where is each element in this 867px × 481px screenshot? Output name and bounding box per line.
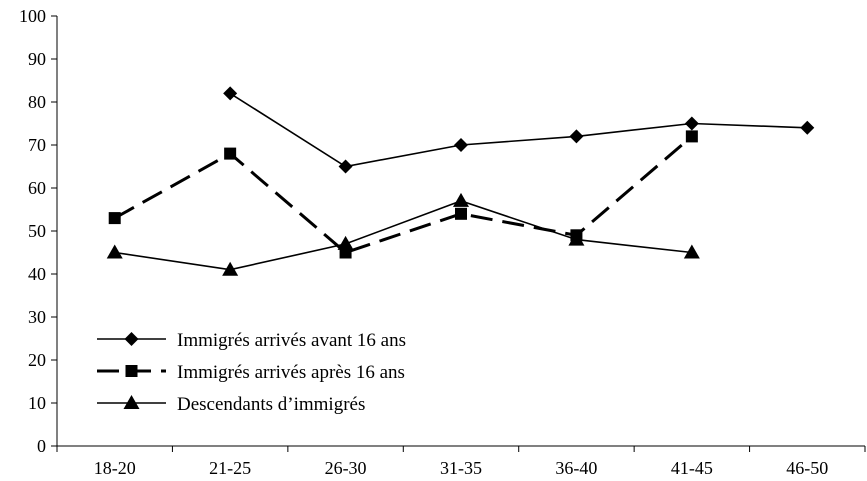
- legend-item-3: Descendants d’immigrés: [97, 394, 365, 415]
- data-point-square: [685, 130, 698, 143]
- y-tick-label: 0: [37, 436, 46, 456]
- x-tick-label: 26-30: [325, 458, 367, 478]
- y-tick-label: 90: [28, 49, 46, 69]
- data-point-triangle: [222, 261, 239, 276]
- y-tick-label: 60: [28, 178, 46, 198]
- series-lines: [106, 86, 815, 276]
- y-tick-label: 80: [28, 92, 46, 112]
- data-point-diamond: [223, 86, 238, 101]
- legend-marker-diamond: [124, 332, 139, 346]
- y-tick-label: 20: [28, 350, 46, 370]
- legend: Immigrés arrivés avant 16 ans Immigrés ar…: [97, 330, 406, 415]
- series-line: [229, 92, 808, 168]
- data-point-diamond: [569, 129, 584, 144]
- series-3: [106, 192, 700, 276]
- data-point-diamond: [800, 120, 815, 135]
- y-tick-label: 100: [19, 6, 46, 26]
- legend-item-2: Immigrés arrivés après 16 ans: [97, 362, 405, 383]
- legend-label: Descendants d’immigrés: [177, 394, 365, 415]
- x-tick-label: 18-20: [94, 458, 136, 478]
- y-tick-label: 50: [28, 221, 46, 241]
- data-point-triangle: [106, 244, 123, 259]
- data-point-square: [108, 212, 121, 225]
- legend-marker-triangle: [123, 395, 140, 409]
- series-line: [114, 200, 692, 271]
- x-tick-label: 21-25: [209, 458, 251, 478]
- y-tick-label: 30: [28, 307, 46, 327]
- data-point-diamond: [684, 116, 699, 131]
- legend-marker-square: [125, 365, 138, 377]
- data-point-triangle: [568, 231, 585, 246]
- series-1: [223, 86, 815, 174]
- data-point-diamond: [454, 138, 468, 152]
- x-tick-label: 41-45: [671, 458, 713, 478]
- axes: 0 10 20 30 40 50 60 70 80 90 100 18-20 21-25 26-30 31-…: [19, 6, 866, 478]
- x-tick-label: 36-40: [555, 458, 597, 478]
- data-point-square: [455, 207, 467, 220]
- data-point-square: [224, 147, 237, 160]
- x-tick-label: 31-35: [440, 458, 482, 478]
- x-tick-label: 46-50: [786, 458, 828, 478]
- data-point-triangle: [453, 192, 469, 207]
- legend-label: Immigrés arrivés avant 16 ans: [177, 330, 406, 351]
- data-point-triangle: [683, 244, 700, 259]
- legend-item-1: Immigrés arrivés avant 16 ans: [97, 330, 406, 351]
- data-point-diamond: [338, 159, 353, 174]
- legend-label: Immigrés arrivés après 16 ans: [177, 362, 405, 383]
- y-tick-label: 10: [28, 393, 46, 413]
- series-line: [113, 135, 693, 255]
- y-tick-label: 40: [28, 264, 46, 284]
- y-tick-label: 70: [28, 135, 46, 155]
- series-2: [108, 130, 698, 259]
- data-point-triangle: [337, 235, 354, 250]
